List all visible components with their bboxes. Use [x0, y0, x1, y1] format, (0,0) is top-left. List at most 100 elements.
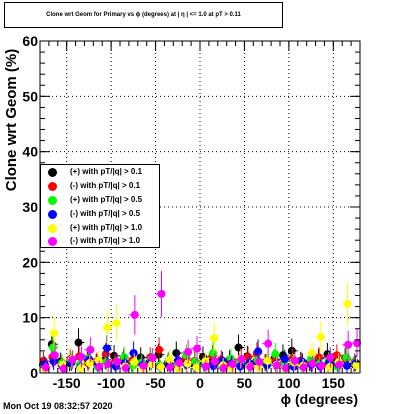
data-point — [271, 350, 280, 359]
data-point — [263, 356, 272, 365]
y-tick-label: 40 — [22, 144, 38, 160]
data-point — [342, 353, 351, 362]
data-point — [120, 352, 129, 361]
legend-marker — [48, 237, 57, 246]
data-point — [74, 338, 83, 347]
data-point — [316, 333, 325, 342]
data-point — [183, 359, 192, 368]
y-tick-label: 0 — [30, 365, 38, 381]
x-tick-label: -100 — [97, 375, 125, 391]
legend-marker — [48, 182, 57, 191]
data-point — [335, 360, 344, 369]
data-point — [290, 356, 299, 365]
data-point — [113, 357, 122, 366]
timestamp: Mon Oct 19 08:32:57 2020 — [3, 401, 113, 411]
data-point — [76, 364, 85, 373]
data-point — [41, 363, 50, 372]
data-point — [95, 362, 104, 371]
data-point — [86, 345, 95, 354]
y-tick-label: 30 — [22, 199, 38, 215]
data-point — [103, 323, 112, 332]
data-point — [236, 362, 245, 371]
data-point — [209, 349, 218, 358]
data-point — [264, 339, 273, 348]
legend-entry: (+) with pT/|q| > 1.0 — [41, 222, 159, 236]
data-point — [184, 347, 193, 356]
data-point — [157, 289, 166, 298]
data-point — [342, 361, 351, 370]
legend-marker — [48, 196, 57, 205]
x-tick-label: 100 — [277, 375, 301, 391]
x-tick-label: -150 — [53, 375, 81, 391]
data-point — [175, 359, 184, 368]
data-point — [77, 352, 86, 361]
grid-lines — [40, 41, 360, 373]
data-point — [201, 362, 210, 371]
data-point — [68, 355, 77, 364]
x-tick-label: -50 — [145, 375, 165, 391]
data-point — [49, 343, 58, 352]
data-point — [210, 357, 219, 366]
data-point — [237, 355, 246, 364]
data-point — [299, 363, 308, 372]
data-point — [352, 361, 361, 370]
data-point — [59, 364, 68, 373]
legend-label: (+) with pT/|q| > 1.0 — [70, 223, 143, 232]
legend-label: (-) with pT/|q| > 1.0 — [70, 236, 141, 245]
data-point — [280, 355, 289, 364]
data-point — [148, 360, 157, 369]
y-axis-label: Clone wrt Geom (%) — [3, 48, 20, 192]
data-point — [192, 363, 201, 372]
data-point — [121, 364, 130, 373]
data-point — [85, 359, 94, 368]
legend: (+) with pT/|q| > 0.1 (-) with pT/|q| > … — [40, 164, 160, 248]
legend-marker — [48, 224, 57, 233]
data-point — [104, 360, 113, 369]
data-point — [243, 352, 252, 361]
data-point — [155, 345, 164, 354]
data-point — [281, 364, 290, 373]
data-point — [228, 360, 237, 369]
data-point — [112, 319, 121, 328]
data-point — [110, 351, 119, 360]
legend-entry: (+) with pT/|q| > 0.5 — [41, 194, 159, 208]
data-point — [129, 349, 138, 358]
legend-label: (-) with pT/|q| > 0.5 — [70, 209, 141, 218]
legend-label: (-) with pT/|q| > 0.1 — [70, 181, 141, 190]
legend-entry: (-) with pT/|q| > 0.5 — [41, 208, 159, 222]
data-point — [255, 357, 264, 366]
legend-entry: (+) with pT/|q| > 0.1 — [41, 166, 159, 180]
legend-marker — [48, 210, 57, 219]
y-tick-label: 50 — [22, 88, 38, 104]
data-point — [50, 329, 59, 338]
data-point — [166, 363, 175, 372]
data-point — [246, 362, 255, 371]
y-tick-label: 60 — [22, 33, 38, 49]
data-point — [219, 364, 228, 373]
chart-title: Clone wrt Geom for Primary vs ϕ (degrees… — [4, 2, 283, 28]
x-tick-label: 50 — [237, 375, 253, 391]
data-point — [193, 344, 202, 353]
data-point — [210, 334, 219, 343]
legend-entry: (-) with pT/|q| > 1.0 — [41, 235, 159, 249]
data-point — [139, 361, 148, 370]
data-point — [273, 361, 282, 370]
y-tick-label: 20 — [22, 254, 38, 270]
data-points — [38, 270, 362, 373]
data-point — [148, 354, 157, 363]
y-tick-label: 10 — [22, 310, 38, 326]
data-point — [344, 340, 353, 349]
data-point — [308, 359, 317, 368]
data-point — [102, 344, 111, 353]
data-point — [101, 350, 110, 359]
data-point — [130, 310, 139, 319]
legend-label: (+) with pT/|q| > 0.5 — [70, 195, 143, 204]
legend-label: (+) with pT/|q| > 0.1 — [70, 167, 143, 176]
x-tick-label: 150 — [322, 375, 346, 391]
data-point — [326, 353, 335, 362]
data-point — [353, 339, 362, 348]
x-tick-label: 0 — [196, 375, 204, 391]
data-point — [317, 361, 326, 370]
data-point — [49, 357, 58, 366]
